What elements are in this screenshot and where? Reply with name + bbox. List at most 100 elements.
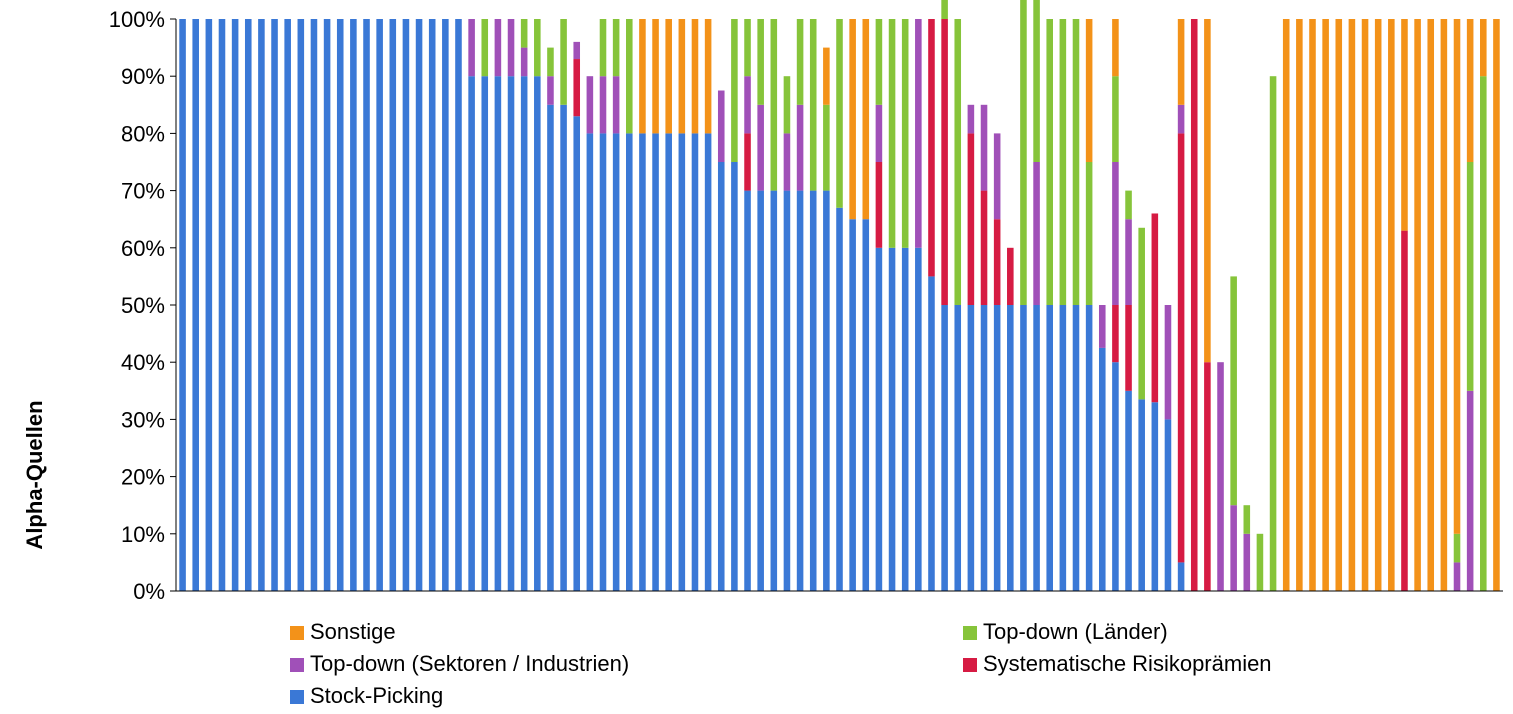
bar-segment-stock-picking xyxy=(1138,399,1145,591)
bar-segment-stock-picking xyxy=(901,247,909,592)
bar-segment-sonstige xyxy=(639,19,646,134)
bar-segment-top-down-sektoren-industrien xyxy=(612,76,620,134)
bar-segment-top-down-l-nder xyxy=(875,19,883,105)
legend-label-sonstige: Sonstige xyxy=(310,619,396,644)
bar-segment-top-down-sektoren-industrien xyxy=(520,47,528,77)
bar-segment-stock-picking xyxy=(875,247,883,592)
bar-segment-top-down-l-nder xyxy=(560,19,567,105)
bar-segment-stock-picking xyxy=(297,19,305,591)
bar-segment-systematische-risikopr-mien xyxy=(1401,230,1408,591)
y-tick-label: 10% xyxy=(121,522,165,547)
bar-segment-stock-picking xyxy=(402,19,410,591)
bar-segment-sonstige xyxy=(1388,19,1395,591)
bar-segment-stock-picking xyxy=(494,76,502,591)
bar-segment-top-down-l-nder xyxy=(520,19,528,48)
bar-segment-top-down-l-nder xyxy=(823,104,830,191)
bar-segment-stock-picking xyxy=(586,133,594,591)
bar-segment-stock-picking xyxy=(376,19,383,591)
bar-segment-top-down-sektoren-industrien xyxy=(1453,562,1461,591)
bar-segment-systematische-risikopr-mien xyxy=(875,162,883,248)
bar-segment-stock-picking xyxy=(849,219,856,591)
bar-segment-sonstige xyxy=(1414,19,1421,591)
bar-segment-top-down-sektoren-industrien xyxy=(599,76,607,134)
bar-segment-stock-picking xyxy=(967,305,975,591)
bar-segment-top-down-l-nder xyxy=(1112,76,1119,162)
bar-segment-top-down-sektoren-industrien xyxy=(1033,162,1040,305)
bar-segment-sonstige xyxy=(1282,19,1290,591)
legend-label-laender: Top-down (Länder) xyxy=(983,619,1168,644)
y-tick-label: 40% xyxy=(121,350,165,375)
bar-segment-stock-picking xyxy=(192,19,199,591)
bar-segment-top-down-l-nder xyxy=(534,19,541,77)
bar-segment-systematische-risikopr-mien xyxy=(744,133,751,191)
bar-segment-systematische-risikopr-mien xyxy=(993,219,1001,305)
bar-segment-stock-picking xyxy=(599,133,607,591)
bar-segment-sonstige xyxy=(1401,19,1408,231)
y-tick-label: 50% xyxy=(121,293,165,318)
bar-segment-systematische-risikopr-mien xyxy=(1007,247,1014,305)
bar-segment-systematische-risikopr-mien xyxy=(928,19,935,277)
bar-segment-sonstige xyxy=(1335,19,1343,591)
bar-segment-top-down-l-nder xyxy=(1256,533,1264,591)
bar-segment-top-down-sektoren-industrien xyxy=(757,104,764,191)
bar-segment-sonstige xyxy=(678,19,686,134)
bar-segment-stock-picking xyxy=(258,19,265,591)
bar-segment-top-down-l-nder xyxy=(941,0,948,19)
bar-segment-stock-picking xyxy=(954,305,962,591)
bar-segment-stock-picking xyxy=(612,133,620,591)
bar-segment-stock-picking xyxy=(1085,305,1093,591)
bar-segment-stock-picking xyxy=(205,19,213,591)
bar-segment-sonstige xyxy=(691,19,699,134)
bar-segment-top-down-l-nder xyxy=(731,19,738,162)
legend-item-laender: Top-down (Länder) xyxy=(963,620,1168,644)
bar-segment-top-down-l-nder xyxy=(1138,227,1145,400)
legend-swatch-sonstige xyxy=(290,626,304,640)
bar-segment-top-down-l-nder xyxy=(744,19,751,77)
bar-segment-top-down-sektoren-industrien xyxy=(573,41,581,60)
bar-segment-top-down-l-nder xyxy=(1453,533,1461,563)
bar-segment-sonstige xyxy=(1374,19,1382,591)
bar-segment-stock-picking xyxy=(993,305,1001,591)
bar-segment-stock-picking xyxy=(547,104,554,592)
bar-segment-stock-picking xyxy=(639,133,646,591)
bar-segment-sonstige xyxy=(1296,19,1303,591)
bar-segment-stock-picking xyxy=(941,305,948,591)
bar-segment-top-down-sektoren-industrien xyxy=(980,104,988,191)
bar-segment-top-down-l-nder xyxy=(901,19,909,248)
bar-segment-stock-picking xyxy=(350,19,357,591)
bar-segment-top-down-l-nder xyxy=(1269,76,1277,591)
bar-segment-stock-picking xyxy=(560,104,567,592)
bar-segment-stock-picking xyxy=(179,19,186,591)
bar-segment-top-down-sektoren-industrien xyxy=(547,76,554,105)
bar-segment-stock-picking xyxy=(717,162,725,591)
bar-segment-top-down-sektoren-industrien xyxy=(1177,104,1185,134)
bar-segment-stock-picking xyxy=(928,276,935,591)
bars xyxy=(179,0,1500,592)
bar-segment-stock-picking xyxy=(336,19,344,591)
bar-segment-sonstige xyxy=(1322,19,1329,591)
bar-segment-top-down-l-nder xyxy=(599,19,607,77)
bar-segment-stock-picking xyxy=(1059,305,1067,591)
bar-segment-systematische-risikopr-mien xyxy=(967,133,975,305)
bar-segment-top-down-sektoren-industrien xyxy=(1098,305,1106,348)
bar-segment-top-down-l-nder xyxy=(1480,76,1487,591)
bar-segment-top-down-sektoren-industrien xyxy=(1217,362,1224,591)
y-tick-label: 20% xyxy=(121,465,165,490)
bar-segment-stock-picking xyxy=(1151,402,1159,591)
bar-segment-stock-picking xyxy=(271,19,278,591)
bar-segment-stock-picking xyxy=(284,19,291,591)
bar-segment-stock-picking xyxy=(691,133,699,591)
bar-segment-stock-picking xyxy=(363,19,370,591)
bar-segment-top-down-l-nder xyxy=(770,19,778,191)
bar-segment-stock-picking xyxy=(1033,305,1040,591)
bar-segment-sonstige xyxy=(1112,19,1119,77)
bar-segment-stock-picking xyxy=(468,76,475,591)
bar-segment-stock-picking xyxy=(507,76,515,591)
bar-segment-top-down-l-nder xyxy=(547,47,554,77)
bar-segment-systematische-risikopr-mien xyxy=(941,19,948,305)
bar-segment-sonstige xyxy=(849,19,856,220)
bar-segment-sonstige xyxy=(823,47,830,105)
bar-segment-stock-picking xyxy=(704,133,712,591)
y-tick-label: 30% xyxy=(121,407,165,432)
